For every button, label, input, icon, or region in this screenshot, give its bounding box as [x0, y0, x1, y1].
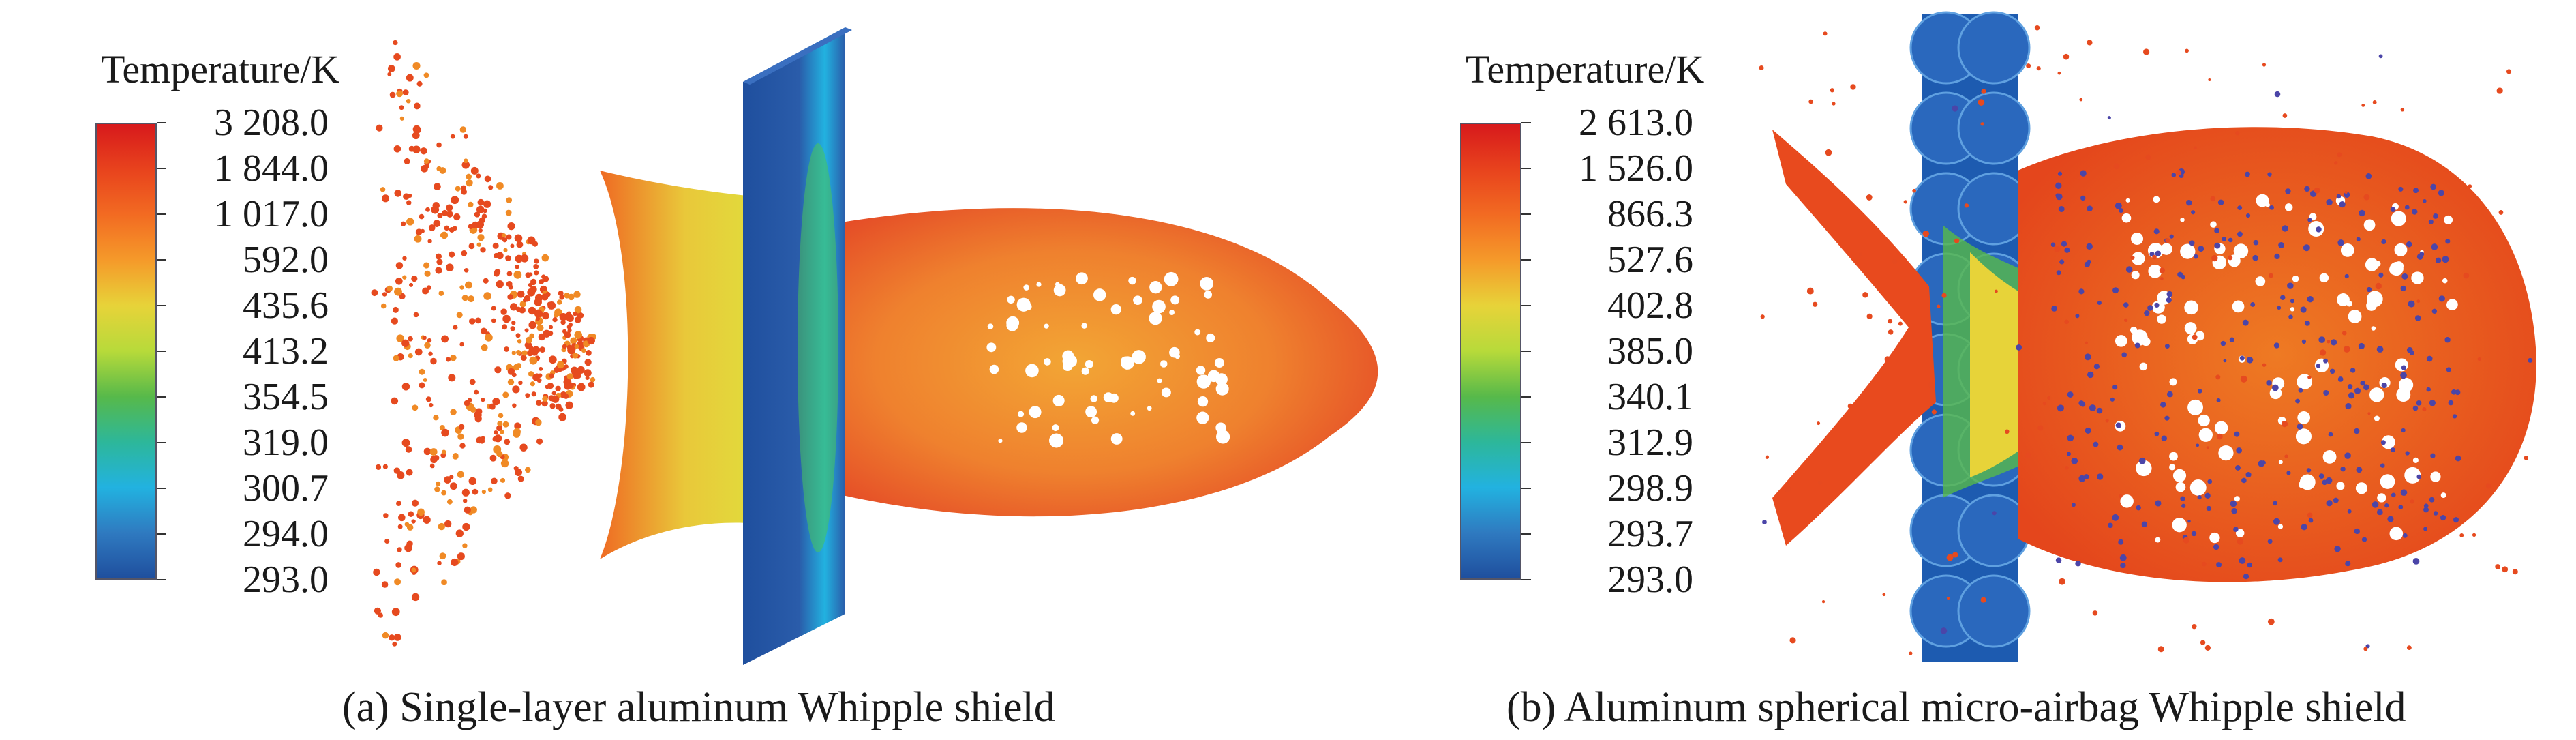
- fragment-markers: [2050, 168, 2461, 569]
- simulation-image-single-layer: [371, 27, 1378, 665]
- colorbar-tick: [1521, 533, 1531, 535]
- ejecta-cone: [600, 171, 770, 559]
- colorbar-tick: [157, 488, 166, 489]
- caption: (a) Single-layer aluminum Whipple shield: [342, 684, 1055, 730]
- colorbar-label: 866.3: [1607, 193, 1693, 235]
- colorbar-tick: [157, 213, 166, 215]
- colorbar-tick: [1521, 351, 1531, 352]
- colorbar-label: 402.8: [1607, 284, 1693, 327]
- debris-cloud: [825, 208, 1378, 517]
- colorbar-label: 354.5: [243, 376, 329, 418]
- colorbar-tick: [157, 351, 166, 352]
- colorbar-label: 312.9: [1607, 421, 1693, 464]
- cloud-voids: [986, 271, 1230, 448]
- colorbar-tick: [157, 579, 166, 580]
- legend-title: Temperature/K: [1466, 47, 1705, 91]
- temperature-colorbar: [1460, 123, 1521, 580]
- panel-single-layer-shield: Temperature/K 3 208.0 1 844.0 1 017.0 592.0…: [95, 27, 1378, 730]
- colorbar-label: 1 526.0: [1579, 147, 1693, 190]
- colorbar-label: 3 208.0: [214, 102, 329, 144]
- colorbar-tick: [1521, 213, 1531, 215]
- colorbar-tick: [157, 122, 166, 123]
- colorbar-tick: [157, 305, 166, 306]
- colorbar-label: 435.6: [243, 284, 329, 327]
- colorbar-tick: [157, 442, 166, 443]
- colorbar-label: 293.7: [1607, 513, 1693, 555]
- backsplash-plume: [1772, 130, 1936, 546]
- temperature-colorbar: [95, 123, 157, 580]
- colorbar-tick: [157, 168, 166, 169]
- colorbar-label: 340.1: [1607, 376, 1693, 418]
- legend-title: Temperature/K: [101, 47, 340, 91]
- panel-micro-airbag-shield: Temperature/K 2 613.0 1 526.0 866.3 527.6 40…: [1460, 0, 2576, 740]
- cloud-voids: [2115, 194, 2458, 544]
- colorbar-tick: [157, 396, 166, 398]
- colorbar-label: 2 613.0: [1579, 102, 1693, 144]
- colorbar-tick: [1521, 488, 1531, 489]
- simulation-image-micro-airbag: [1759, 11, 2536, 662]
- scattered-particles: [1759, 25, 2533, 655]
- colorbar-label: 1 844.0: [214, 147, 329, 190]
- colorbar-tick: [1521, 122, 1531, 123]
- colorbar-label: 413.2: [243, 330, 329, 372]
- colorbar-label: 294.0: [243, 513, 329, 555]
- colorbar-label: 300.7: [243, 467, 329, 509]
- colorbar-tick: [157, 259, 166, 261]
- shield-plate-top: [743, 27, 852, 85]
- colorbar-label: 385.0: [1607, 330, 1693, 372]
- backsplash-particles: [371, 40, 596, 647]
- colorbar-label: 592.0: [243, 239, 329, 281]
- colorbar-tick: [157, 533, 166, 535]
- colorbar-tick: [1521, 442, 1531, 443]
- colorbar-label: 293.0: [243, 559, 329, 601]
- colorbar-tick: [1521, 168, 1531, 169]
- colorbar-tick: [1521, 305, 1531, 306]
- colorbar-label: 319.0: [243, 421, 329, 464]
- colorbar-label: 298.9: [1607, 467, 1693, 509]
- colorbar-label: 293.0: [1607, 559, 1693, 601]
- colorbar-tick: [1521, 259, 1531, 261]
- impact-zone: [798, 143, 838, 552]
- colorbar-label: 1 017.0: [214, 193, 329, 235]
- colorbar-label: 527.6: [1607, 239, 1693, 281]
- caption: (b) Aluminum spherical micro-airbag Whip…: [1506, 684, 2406, 730]
- debris-cloud: [2018, 127, 2536, 582]
- colorbar-tick: [1521, 396, 1531, 398]
- colorbar-tick: [1521, 579, 1531, 580]
